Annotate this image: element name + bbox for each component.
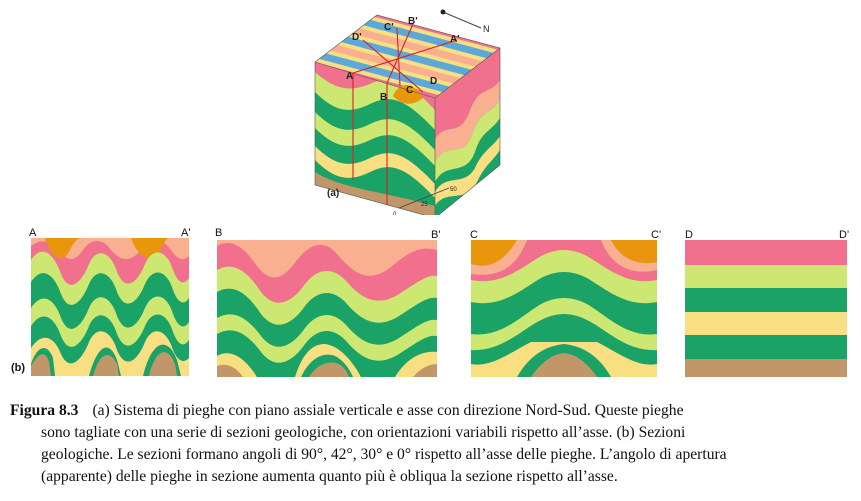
section-a-left-label: A [29,227,37,239]
block-label: (a) [327,188,339,199]
layer-green-2 [685,335,847,359]
label-c: C [406,85,413,96]
north-arrow-dot [440,9,446,15]
scale-tick-25: 25 [421,202,428,208]
section-b [217,240,437,377]
scale-tick-0: 0 [393,212,397,215]
figure-caption: Figura 8.3 (a) Sistema di pieghe con pian… [10,400,852,488]
label-a-prime: A' [450,34,460,45]
label-a: A [346,71,353,82]
block-diagram: N D' C' B' A' A B C D 0 25 50 (a) [314,9,501,215]
section-a-right-label: A' [181,227,191,239]
caption-line-1: (a) Sistema di pieghe con piano assiale … [92,402,684,419]
layer-yellow [685,312,847,335]
section-d-left-label: D [685,229,693,241]
label-d: D [430,76,437,87]
figure-number: Figura 8.3 [10,402,79,419]
label-c-prime: C' [384,22,394,33]
section-c-left-label: C [470,229,478,241]
section-b-left-label: B [215,227,223,239]
fold-core [393,85,423,104]
section-lines [352,23,458,205]
section-d-right-label: D' [839,229,850,241]
caption-line-2: sono tagliate con una serie di sezioni g… [41,424,686,441]
section-a [31,238,189,376]
scale-bar [398,187,450,209]
layer-tan [685,359,847,377]
scale-tick-50: 50 [450,187,457,193]
north-label: N [483,24,490,34]
north-arrow [442,11,482,29]
caption-line-3: geologiche. Le sezioni formano angoli di… [41,446,727,463]
section-b-right-label: B' [431,229,441,241]
layer-lime [685,265,847,288]
label-d-prime: D' [352,32,362,43]
sections-label: (b) [11,362,26,374]
section-d [685,240,847,377]
section-c [471,240,657,377]
label-b-prime: B' [408,16,418,27]
caption-line-4: (apparente) delle pieghe in sezione aume… [41,468,618,485]
label-b: B [380,92,387,103]
layer-green [685,288,847,312]
layer-pink [685,240,847,265]
section-c-right-label: C' [651,229,662,241]
